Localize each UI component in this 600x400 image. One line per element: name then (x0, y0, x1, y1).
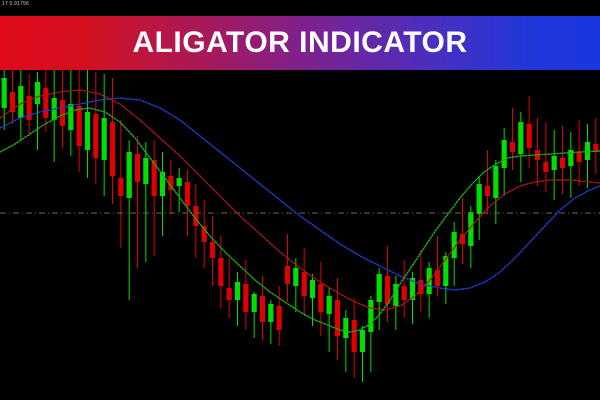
candle-body (209, 242, 216, 258)
candle-body (401, 286, 407, 300)
candle-body (284, 266, 291, 284)
page-title: ALIGATOR INDICATOR (132, 26, 468, 59)
candle-body (434, 270, 441, 286)
alligator-line-teeth (0, 89, 600, 311)
candle-body (393, 284, 399, 306)
alligator-line-jaw (0, 97, 600, 291)
candle-body (201, 226, 207, 242)
candle-body (576, 152, 582, 162)
candle-body (243, 284, 249, 312)
candle-body (159, 172, 166, 196)
candle-body (268, 304, 274, 322)
candle-body (451, 232, 457, 258)
candle-body (418, 280, 424, 294)
candle-body (76, 106, 82, 146)
candle-body (9, 92, 16, 112)
candle-body (93, 114, 99, 158)
candle-body (568, 150, 574, 166)
candle-body (593, 144, 599, 152)
alligator-line-lips (0, 107, 600, 333)
candle-body (443, 256, 449, 286)
candle-body (234, 282, 241, 300)
candle-body (518, 122, 524, 154)
candle-body (259, 296, 266, 322)
candle-body (551, 156, 557, 170)
candle-body (276, 306, 282, 330)
candle-body (251, 294, 257, 312)
candle-body (543, 162, 549, 172)
alligator-lines (0, 89, 600, 333)
candle-body (109, 122, 116, 176)
candle-body (459, 234, 466, 244)
candle-body (351, 320, 357, 352)
candle-body (18, 86, 24, 118)
candle-body (409, 278, 416, 300)
candle-body (301, 272, 307, 296)
candle-body (84, 112, 91, 150)
candle-body (493, 166, 499, 198)
candle-body (151, 160, 157, 196)
candle-body (468, 212, 474, 246)
candle-body (368, 300, 374, 332)
candle-body (126, 152, 132, 198)
candle-body (376, 274, 382, 302)
candle-body (359, 330, 366, 352)
candle-body (101, 118, 107, 160)
candle-body (559, 158, 566, 168)
candle-body (293, 268, 299, 286)
candle-body (476, 184, 482, 214)
candle-body (326, 296, 332, 314)
candle-body (226, 288, 232, 300)
candle-body (176, 178, 182, 186)
title-banner: ALIGATOR INDICATOR (0, 16, 600, 70)
candle-body (68, 104, 74, 130)
candle-body (193, 206, 199, 226)
candle-body (384, 276, 391, 304)
candle-body (143, 158, 149, 184)
candle-body (118, 178, 124, 196)
candle-body (1, 78, 7, 108)
candle-body (526, 124, 532, 148)
candlestick-series (1, 60, 599, 382)
candle-body (134, 154, 141, 182)
candle-body (501, 140, 507, 168)
candle-body (343, 318, 349, 338)
candle-body (26, 96, 32, 120)
candle-body (43, 88, 49, 118)
candle-body (34, 82, 41, 104)
quote-strip: 17 0.91756 (0, 0, 600, 16)
candle-body (484, 186, 491, 196)
candle-body (309, 280, 316, 298)
candle-body (168, 176, 174, 190)
quote-label: 17 0.91756 (2, 1, 30, 7)
candle-body (509, 142, 516, 152)
candle-body (334, 300, 341, 336)
candle-body (184, 182, 191, 206)
candle-body (59, 100, 66, 126)
candle-body (318, 284, 324, 312)
candle-body (218, 258, 224, 286)
